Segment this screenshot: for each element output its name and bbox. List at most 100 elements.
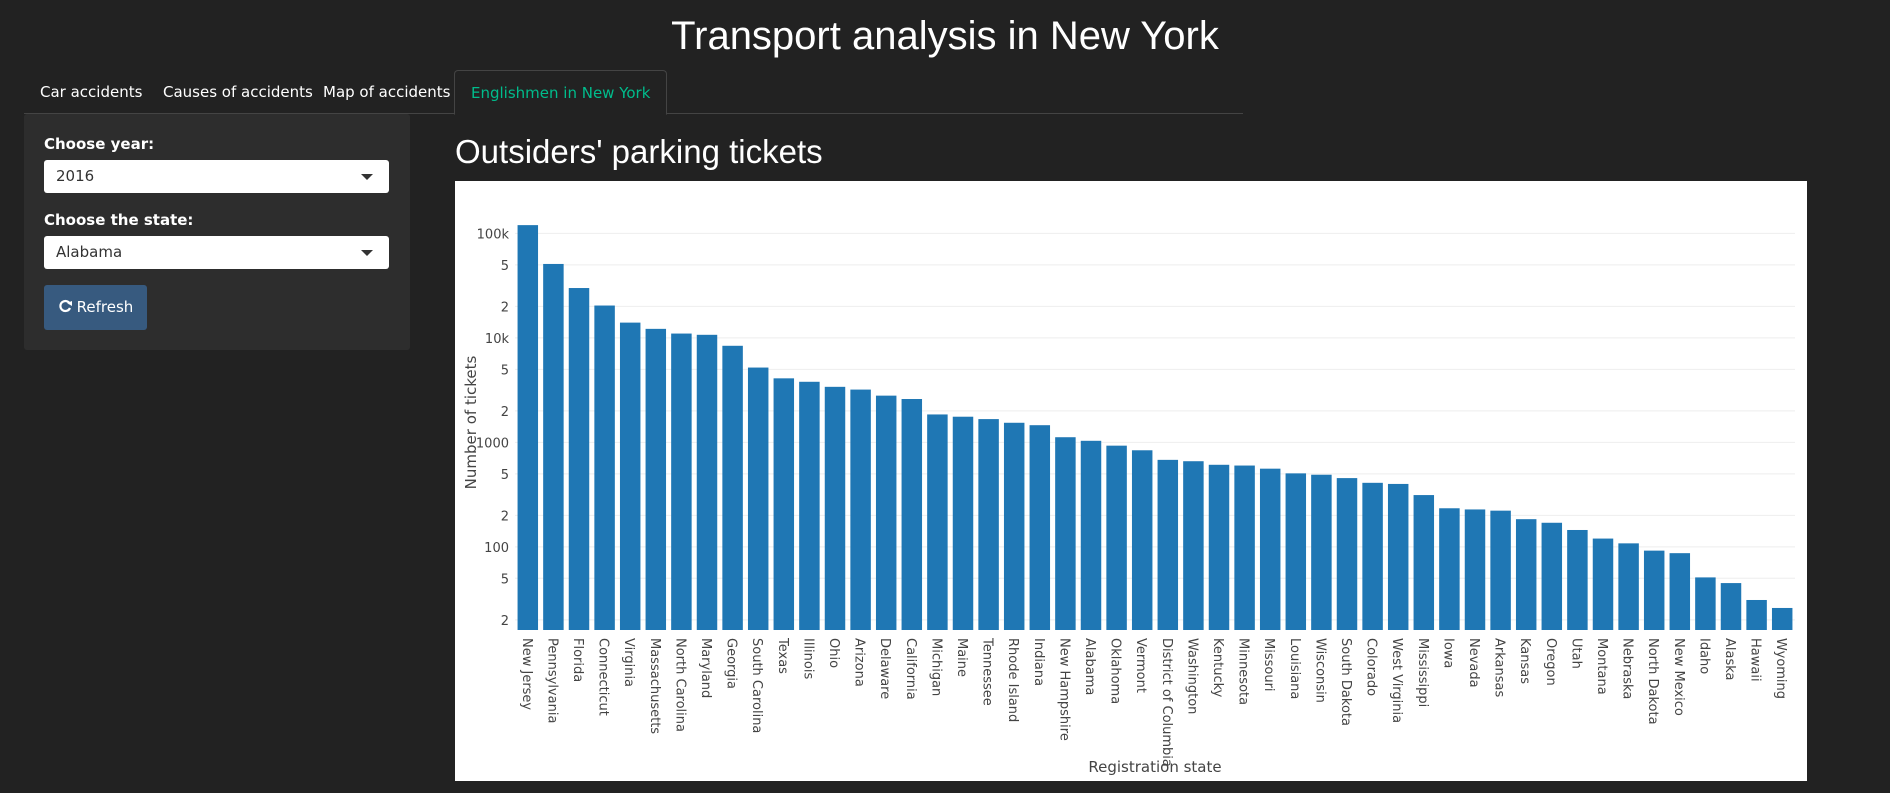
y-tick-label: 2 (501, 300, 509, 315)
button-label: Refresh (76, 298, 134, 316)
x-tick-label: Colorado (1364, 638, 1379, 696)
bar (1029, 425, 1051, 630)
x-tick-label: Massachusetts (647, 638, 662, 734)
x-tick-label: Arkansas (1492, 638, 1507, 697)
x-tick-label: Nevada (1466, 638, 1481, 688)
x-tick-label: Nebraska (1620, 638, 1635, 699)
x-tick-label: Mississippi (1415, 638, 1430, 707)
x-tick-label: Georgia (724, 638, 739, 689)
y-tick-label: 2 (501, 405, 509, 420)
x-tick-label: Ohio (826, 638, 841, 668)
year-select[interactable]: 2016 (44, 160, 389, 193)
y-tick-label: 100k (477, 227, 510, 242)
refresh-icon (59, 299, 72, 313)
x-tick-label: Virginia (621, 638, 636, 687)
x-tick-label: North Carolina (672, 638, 687, 732)
y-tick-label: 2 (501, 614, 509, 629)
x-tick-label: Hawaii (1748, 638, 1763, 682)
bar (1106, 445, 1127, 630)
bar (671, 333, 692, 630)
x-tick-label: Texas (775, 637, 790, 674)
x-tick-label: Maryland (698, 638, 713, 698)
bar (1234, 465, 1255, 630)
bar (1720, 583, 1742, 630)
bar (619, 322, 641, 630)
bar (568, 288, 590, 630)
x-tick-label: Rhode Island (1005, 638, 1020, 722)
x-tick-label: Missouri (1261, 638, 1276, 692)
x-tick-label: Arizona (852, 638, 867, 687)
y-tick-label: 5 (501, 363, 509, 378)
tab[interactable]: Englishmen in New York (454, 70, 668, 115)
bar (1259, 468, 1281, 630)
x-tick-label: Washington (1184, 638, 1199, 714)
bar (1285, 473, 1307, 630)
x-tick-label: New Jersey (519, 638, 534, 710)
x-axis-title: Registration state (1088, 758, 1221, 776)
bar (850, 389, 871, 630)
x-tick-label: Maine (954, 638, 969, 677)
x-tick-label: Iowa (1440, 638, 1455, 668)
bar (1695, 577, 1716, 630)
bar (1746, 599, 1767, 630)
bar (1362, 482, 1383, 630)
bar (1515, 519, 1537, 630)
x-tick-label: Louisiana (1287, 638, 1302, 699)
x-tick-label: Wyoming (1773, 638, 1788, 699)
x-tick-label: Oklahoma (1108, 638, 1123, 704)
x-tick-label: Idaho (1696, 638, 1711, 674)
x-tick-label: North Dakota (1645, 638, 1660, 725)
bar (1208, 464, 1230, 630)
app-title: Transport analysis in New York (671, 14, 1219, 58)
bar (1669, 553, 1691, 630)
x-tick-label: South Dakota (1338, 638, 1353, 726)
bar (1567, 529, 1588, 630)
refresh-button[interactable]: Refresh (44, 285, 147, 330)
x-tick-label: Wisconsin (1312, 638, 1327, 703)
bar (1131, 450, 1153, 630)
x-tick-label: Indiana (1031, 638, 1046, 686)
bar (1311, 474, 1332, 630)
bar (978, 419, 999, 630)
bar (824, 386, 846, 630)
bar (901, 399, 923, 630)
x-tick-label: Florida (570, 638, 585, 682)
bar (1413, 495, 1435, 630)
bar (1643, 550, 1665, 630)
x-tick-label: Tennessee (980, 637, 995, 706)
x-tick-label: Montana (1594, 638, 1609, 695)
y-tick-label: 5 (501, 572, 509, 587)
x-tick-label: Utah (1568, 638, 1583, 669)
bar (1157, 459, 1179, 630)
x-tick-label: Kentucky (1210, 638, 1225, 698)
x-tick-label: Michigan (928, 638, 943, 696)
state-label: Choose the state: (44, 211, 194, 229)
bar (927, 414, 948, 630)
chart: 2 5 100 2 5 1000 2 5 10k 2 5 100k New Jersey Pennsylv… (455, 181, 1807, 781)
tab[interactable]: Car accidents (40, 83, 143, 101)
bar (773, 378, 795, 630)
x-tick-label: Illinois (800, 638, 815, 679)
y-tick-label: 100 (484, 541, 509, 556)
state-select[interactable]: Alabama (44, 236, 389, 269)
bar (543, 263, 564, 630)
x-tick-label: New Hampshire (1056, 638, 1071, 741)
tab[interactable]: Map of accidents (323, 83, 451, 101)
x-tick-label: Delaware (877, 638, 892, 699)
chart-title: Outsiders' parking tickets (455, 133, 823, 170)
x-tick-label: South Carolina (749, 638, 764, 733)
y-axis-title: Number of tickets (462, 356, 480, 490)
x-tick-label: Pennsylvania (544, 638, 559, 723)
bar (747, 367, 769, 630)
bar (645, 328, 667, 630)
x-tick-label: New Mexico (1671, 638, 1686, 716)
y-tick-label: 5 (501, 259, 509, 274)
y-tick-label: 1000 (476, 436, 509, 451)
tab[interactable]: Causes of accidents (163, 83, 313, 101)
bar (517, 225, 539, 630)
bar (1387, 483, 1409, 630)
x-tick-label: Alaska (1722, 638, 1737, 681)
bar (875, 395, 897, 630)
year-label: Choose year: (44, 135, 155, 153)
